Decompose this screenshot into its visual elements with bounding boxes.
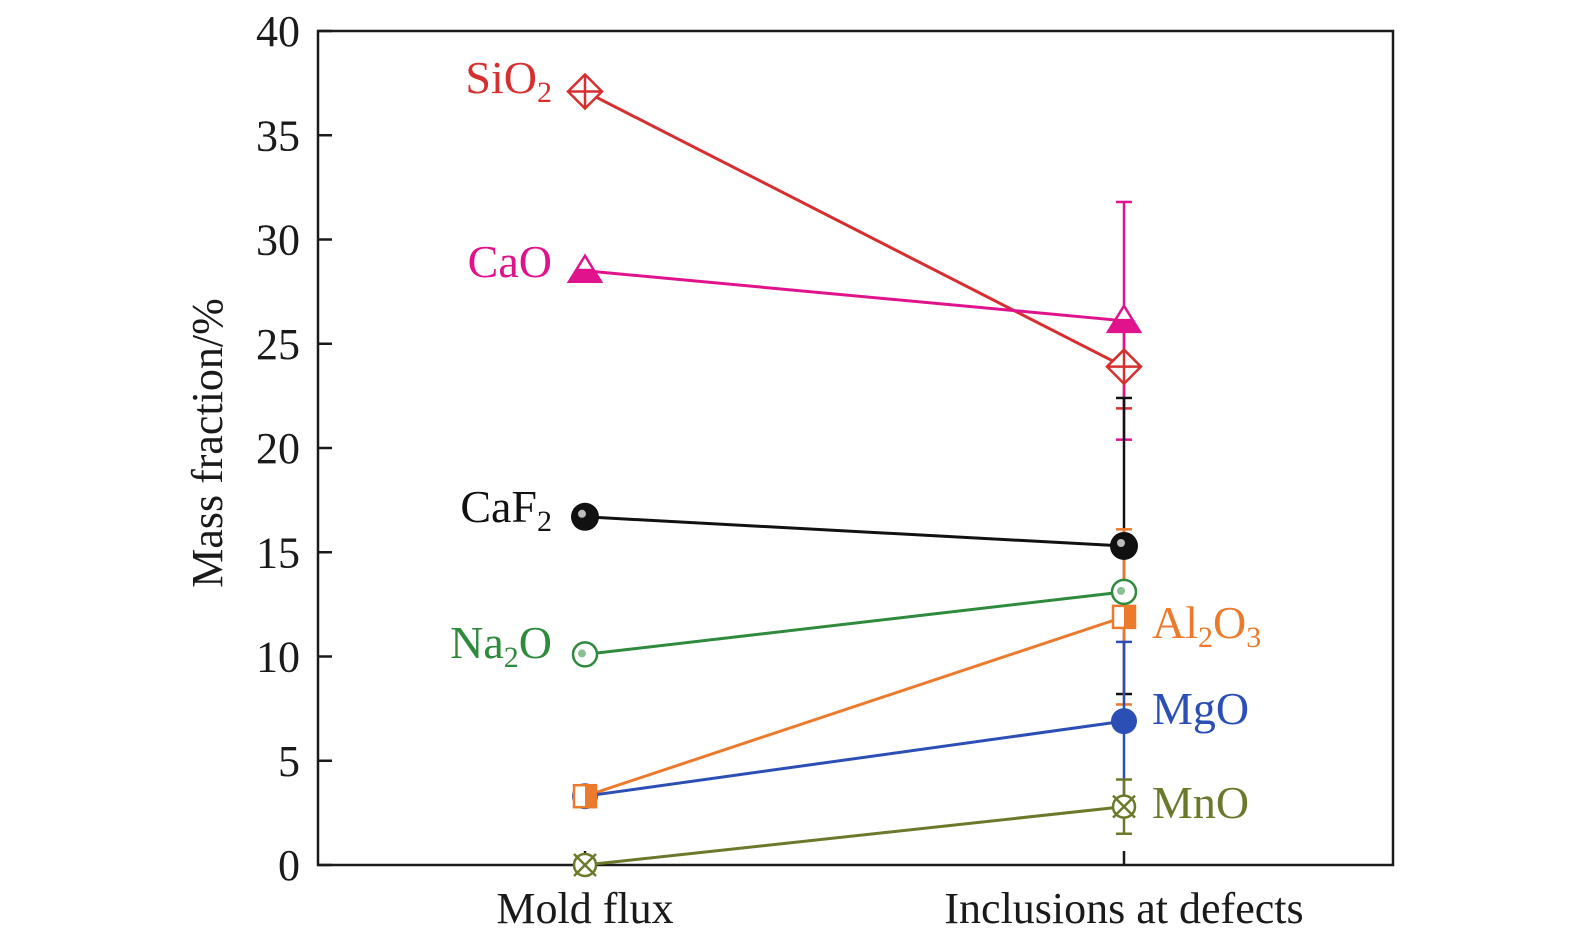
y-tick-label: 40 [256,7,300,56]
plot-border [316,29,1395,867]
marker-triangle-fill [1108,318,1140,332]
x-axis: Mold flux Inclusions at defects [496,851,1304,933]
y-tick-label: 25 [256,320,300,369]
series-label-tail: O [519,617,552,668]
series-label: MnO [1152,777,1249,828]
plot-frame [316,29,1395,867]
series-label-subscript: 3 [1246,621,1261,654]
series-label: Al2O3 [1152,597,1261,654]
y-tick-label: 15 [256,528,300,577]
y-tick-label: 5 [278,737,300,786]
marker-x [573,853,597,877]
marker-highlight [578,509,586,518]
marker-dot [578,649,586,658]
y-axis-label: Mass fraction/% [183,298,232,588]
marker-square-fill [1124,605,1135,628]
data-point [571,641,599,668]
marker-triangle-fill [569,268,601,282]
series-line [584,90,1125,369]
x-tick-label: Inclusions at defects [944,884,1303,933]
data-point [566,253,604,284]
marker-circle [1111,708,1137,735]
data-point [1111,794,1137,819]
series-label: CaO [468,236,552,287]
series-line [584,719,1125,798]
data-point [1105,303,1143,334]
series-label: MgO [1152,683,1249,734]
series-label-subscript: 2 [537,76,552,109]
y-tick-label: 10 [256,633,300,682]
marker-square-fill [585,785,596,808]
series-label-tail: O [1213,597,1246,648]
series-line [584,615,1125,798]
y-axis: 0 5 10 15 20 25 30 35 40 [256,7,332,890]
data-point [1110,578,1138,606]
y-tick-label: 20 [256,424,300,473]
x-tick-label: Mold flux [496,884,673,933]
series-line [584,515,1125,548]
series-label-main: Na [450,617,504,668]
series-label: CaF2 [460,481,552,538]
marker-circle [571,502,599,531]
series-label-main: MnO [1152,777,1249,828]
series-line [584,269,1125,323]
series-label: SiO2 [465,52,552,109]
marker-highlight [1117,538,1125,547]
series-label-main: Al [1152,597,1198,648]
series-label-main: CaF [460,481,537,532]
series-label: Na2O [450,617,552,674]
marker-circle [1110,531,1138,560]
marker-x [1112,794,1136,819]
data-point [572,852,598,878]
data-point [1110,531,1138,560]
y-tick-label: 0 [278,841,300,890]
series-label-main: CaO [468,236,552,287]
series-line [584,805,1125,867]
data-point [1105,347,1143,386]
y-tick-label: 35 [256,111,300,160]
data-point [1111,604,1137,630]
series-label-main: MgO [1152,683,1249,734]
series-label-main: SiO [465,52,537,103]
y-tick-label: 30 [256,216,300,265]
data-point [1111,708,1137,735]
data-point [572,783,598,809]
series-label-subscript: 2 [504,641,519,674]
series-label-subscript: 2 [537,505,552,538]
series-label-subscript: 2 [1198,621,1213,654]
data-point [571,502,599,531]
series-line [584,590,1125,656]
marker-dot [1117,586,1125,595]
data-point [566,72,604,111]
